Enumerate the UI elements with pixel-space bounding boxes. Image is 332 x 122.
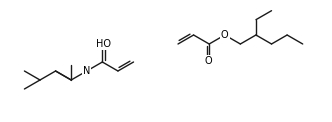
Text: O: O [205, 56, 212, 66]
Text: HO: HO [96, 39, 111, 49]
Text: N: N [83, 66, 90, 76]
Text: O: O [221, 30, 228, 40]
